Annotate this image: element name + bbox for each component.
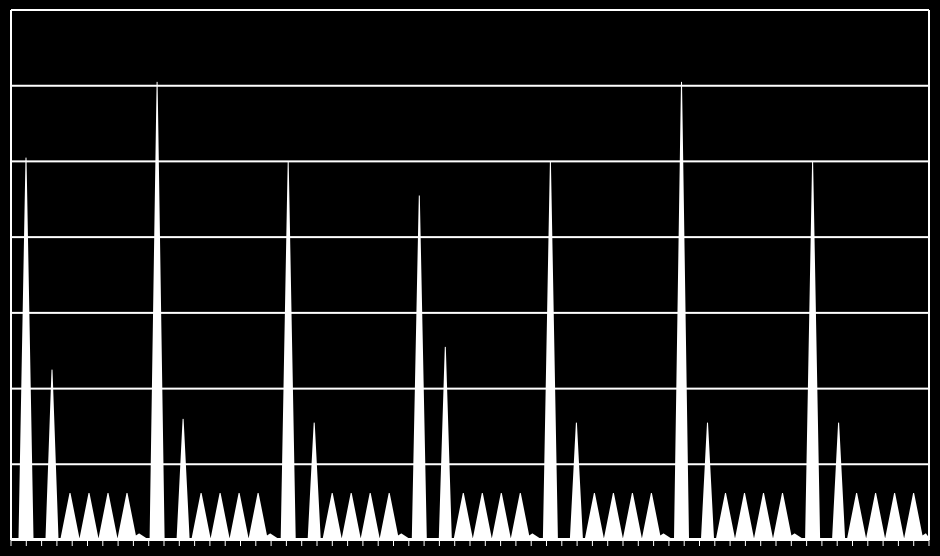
spike-area-chart [0, 0, 940, 556]
